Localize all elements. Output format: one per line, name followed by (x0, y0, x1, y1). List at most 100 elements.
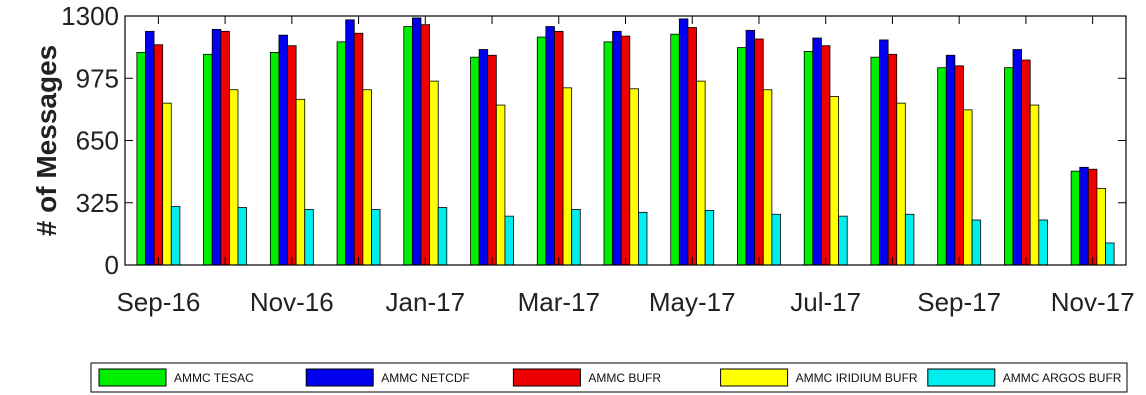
bar-ammc-netcdf-oct-17 (1012, 49, 1023, 266)
bar-ammc-tesac-jul-17 (803, 51, 814, 266)
bar-ammc-bufr-apr-17 (620, 35, 631, 266)
bar-ammc-iridium-bufr-oct-16 (228, 89, 239, 266)
bar-ammc-netcdf-apr-17 (612, 30, 622, 266)
legend-swatch (512, 368, 581, 387)
bar-ammc-argos-bufr-apr-17 (638, 211, 648, 266)
x-tick-label: Nov-16 (250, 287, 334, 317)
x-tick-label: Sep-17 (917, 287, 1001, 317)
bar-ammc-tesac-oct-17 (1004, 67, 1014, 266)
bar-ammc-bufr-nov-17 (1087, 168, 1098, 266)
bar-ammc-iridium-bufr-aug-17 (896, 102, 906, 266)
bar-ammc-tesac-jan-17 (403, 26, 413, 266)
bar-ammc-iridium-bufr-nov-17 (1096, 187, 1106, 266)
legend-label: AMMC TESAC (174, 371, 254, 385)
legend-swatch (720, 368, 789, 387)
bar-ammc-netcdf-nov-17 (1079, 166, 1089, 266)
bar-ammc-tesac-may-17 (670, 33, 680, 266)
y-tick-label: 325 (76, 188, 119, 218)
legend-label: AMMC BUFR (588, 371, 661, 385)
bar-ammc-tesac-sep-17 (937, 67, 947, 266)
bar-ammc-netcdf-mar-17 (545, 26, 555, 266)
bar-ammc-bufr-dec-16 (353, 32, 364, 266)
x-tick-label: Mar-17 (518, 287, 600, 317)
bar-ammc-tesac-nov-17 (1070, 170, 1081, 266)
bar-ammc-argos-bufr-sep-17 (971, 219, 982, 266)
bar-ammc-argos-bufr-jul-17 (838, 215, 848, 266)
y-axis-label: # of Messages (31, 45, 62, 236)
bar-ammc-bufr-jan-17 (420, 24, 431, 266)
bar-ammc-tesac-sep-16 (136, 51, 146, 266)
bar-ammc-netcdf-dec-16 (345, 19, 355, 266)
bar-ammc-argos-bufr-nov-16 (304, 209, 314, 266)
bar-ammc-argos-bufr-oct-16 (237, 207, 248, 266)
bar-ammc-tesac-mar-17 (536, 36, 547, 266)
bar-ammc-netcdf-jan-17 (411, 17, 422, 266)
bar-ammc-netcdf-oct-16 (211, 29, 222, 266)
bar-ammc-iridium-bufr-sep-17 (963, 109, 973, 266)
bar-ammc-tesac-aug-17 (870, 56, 880, 266)
bar-ammc-iridium-bufr-may-17 (696, 80, 706, 266)
bar-ammc-tesac-nov-16 (269, 51, 280, 266)
x-tick-label: Sep-16 (116, 287, 200, 317)
bar-ammc-argos-bufr-aug-17 (904, 213, 915, 266)
bar-ammc-netcdf-sep-16 (145, 30, 155, 266)
bar-ammc-iridium-bufr-feb-17 (495, 104, 506, 266)
y-tick-label: 650 (76, 126, 119, 156)
x-tick-label: Nov-17 (1051, 287, 1135, 317)
y-tick-label: 1300 (61, 1, 119, 31)
bar-ammc-bufr-oct-16 (220, 30, 230, 266)
bar-ammc-argos-bufr-mar-17 (571, 209, 581, 266)
bar-ammc-iridium-bufr-jan-17 (429, 80, 439, 266)
bar-ammc-iridium-bufr-oct-17 (1029, 104, 1040, 266)
bar-ammc-argos-bufr-jan-17 (437, 207, 448, 266)
legend-swatch (98, 368, 167, 387)
y-axis: 0 325 650 975 1300 (61, 1, 1126, 280)
bar-ammc-netcdf-may-17 (678, 18, 689, 266)
bar-ammc-tesac-oct-16 (203, 53, 213, 266)
bar-ammc-iridium-bufr-dec-16 (362, 89, 372, 266)
bar-ammc-argos-bufr-jun-17 (771, 213, 781, 266)
legend-swatch (305, 368, 374, 387)
bar-ammc-argos-bufr-may-17 (704, 210, 715, 266)
bar-ammc-argos-bufr-dec-16 (371, 209, 381, 266)
bar-ammc-netcdf-nov-16 (278, 34, 288, 266)
x-tick-label: May-17 (649, 287, 736, 317)
bar-ammc-bufr-sep-17 (954, 65, 964, 266)
bar-ammc-iridium-bufr-apr-17 (629, 88, 639, 266)
bar-ammc-netcdf-feb-17 (478, 49, 489, 266)
bar-ammc-bufr-may-17 (687, 27, 697, 266)
bar-ammc-argos-bufr-oct-17 (1038, 219, 1048, 266)
bar-ammc-iridium-bufr-jul-17 (829, 96, 840, 266)
bar-ammc-bufr-mar-17 (554, 30, 564, 266)
bar-ammc-iridium-bufr-jun-17 (762, 89, 773, 266)
bar-ammc-bufr-oct-17 (1021, 59, 1031, 266)
y-tick-label: 975 (76, 63, 119, 93)
bar-ammc-bufr-aug-17 (887, 53, 898, 266)
bar-ammc-iridium-bufr-nov-16 (295, 98, 306, 266)
bar-ammc-netcdf-jul-17 (812, 37, 822, 266)
bar-ammc-bufr-sep-16 (153, 44, 164, 266)
bar-ammc-tesac-dec-16 (336, 41, 347, 266)
bar-ammc-netcdf-sep-17 (945, 54, 956, 266)
x-axis: Sep-16 Nov-16 Jan-17 Mar-17 May-17 Jul-17 Sep-… (116, 16, 1135, 317)
bar-ammc-bufr-nov-16 (287, 45, 297, 266)
bar-ammc-tesac-feb-17 (470, 56, 480, 266)
y-tick-label: 0 (105, 250, 119, 280)
legend-label: AMMC ARGOS BUFR (1003, 371, 1122, 385)
bar-ammc-netcdf-jun-17 (745, 29, 756, 266)
legend: AMMC TESAC AMMC NETCDF AMMC BUFR AMMC IRIDI… (90, 362, 1128, 393)
bar-ammc-argos-bufr-feb-17 (504, 215, 514, 266)
legend-label: AMMC NETCDF (381, 371, 470, 385)
bar-ammc-netcdf-aug-17 (879, 39, 889, 266)
bar-ammc-bufr-jul-17 (821, 45, 831, 266)
bar-ammc-bufr-feb-17 (487, 54, 497, 266)
legend-label: AMMC IRIDIUM BUFR (796, 371, 918, 385)
bar-ammc-argos-bufr-nov-17 (1105, 242, 1115, 266)
bar-ammc-tesac-jun-17 (737, 47, 747, 266)
bar-ammc-argos-bufr-sep-16 (170, 206, 181, 266)
bar-ammc-iridium-bufr-sep-16 (162, 102, 172, 266)
bar-ammc-iridium-bufr-mar-17 (562, 87, 573, 266)
bars-layer (136, 17, 1115, 266)
legend-swatch (927, 368, 996, 387)
